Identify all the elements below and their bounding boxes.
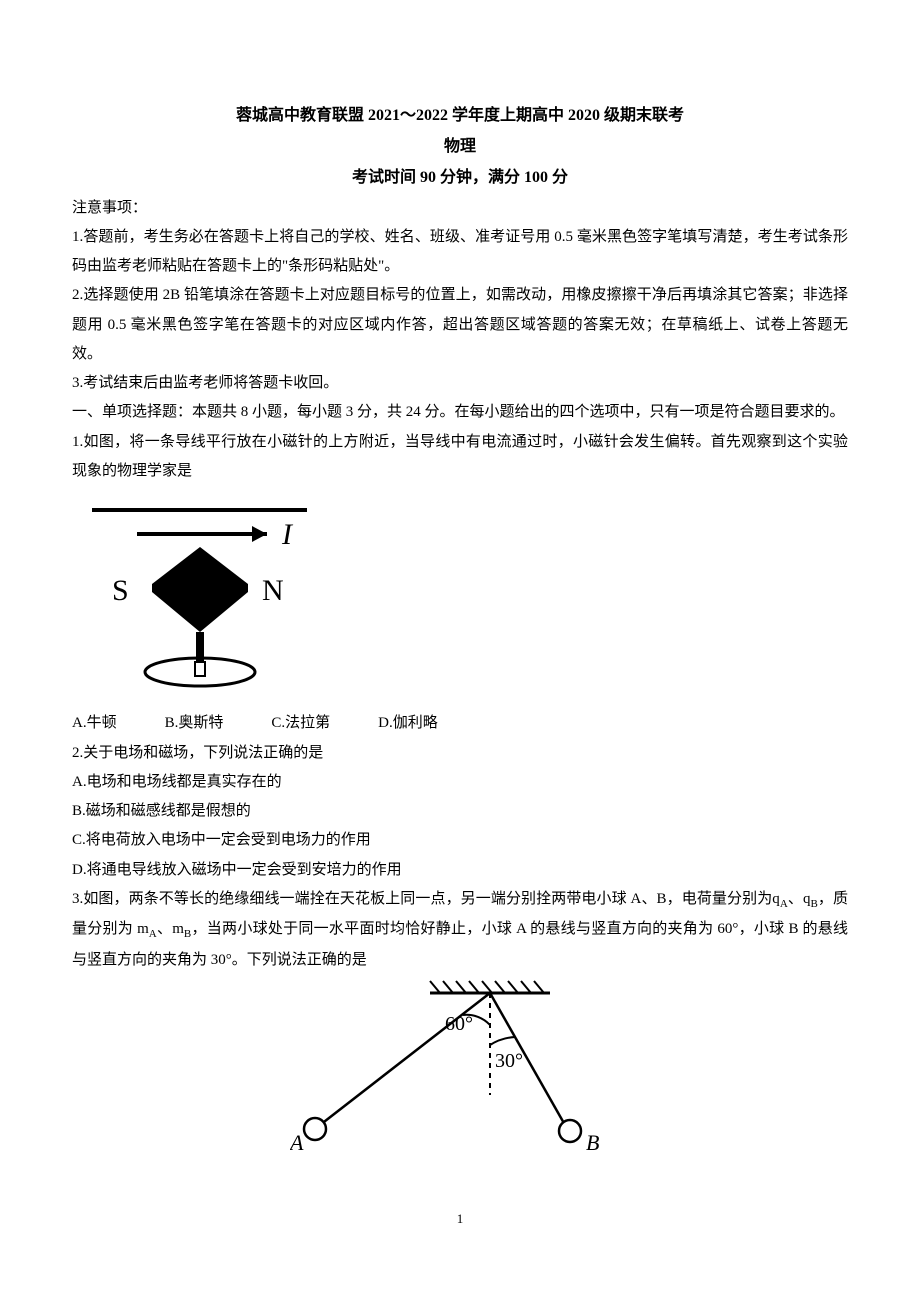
q3-p2: 、q — [788, 891, 811, 907]
q1-opt-a: A.牛顿 — [72, 709, 117, 738]
q1-figure: I S N — [82, 492, 848, 703]
section-1-heading: 一、单项选择题：本题共 8 小题，每小题 3 分，共 24 分。在每小题给出的四… — [72, 398, 848, 427]
south-label: S — [112, 574, 129, 607]
exam-page: 蓉城高中教育联盟 2021～2022 学年度上期高中 2020 级期末联考 物理… — [0, 0, 920, 1272]
q3-stem: 3.如图，两条不等长的绝缘细线一端拴在天花板上同一点，另一端分别拴两带电小球 A… — [72, 885, 848, 975]
q1-options: A.牛顿 B.奥斯特 C.法拉第 D.伽利略 — [72, 709, 848, 738]
angle-30: 30° — [495, 1050, 523, 1072]
q3-figure-wrap: 60° 30° A B — [72, 975, 848, 1166]
ball-b-label: B — [586, 1130, 599, 1155]
exam-title: 蓉城高中教育联盟 2021～2022 学年度上期高中 2020 级期末联考 — [72, 100, 848, 131]
q2-opt-c: C.将电荷放入电场中一定会受到电场力的作用 — [72, 826, 848, 855]
q3-sub-b: B — [810, 898, 817, 910]
q2-stem: 2.关于电场和磁场，下列说法正确的是 — [72, 739, 848, 768]
q2-opt-b: B.磁场和磁感线都是假想的 — [72, 797, 848, 826]
q3-p4: 、m — [157, 921, 184, 937]
notice-3: 3.考试结束后由监考老师将答题卡收回。 — [72, 369, 848, 398]
q1-opt-d: D.伽利略 — [378, 709, 438, 738]
q1-stem: 1.如图，将一条导线平行放在小磁针的上方附近，当导线中有电流通过时，小磁针会发生… — [72, 428, 848, 487]
ball-a-label: A — [290, 1130, 304, 1155]
compass-wire-diagram: I S N — [82, 492, 312, 692]
notice-heading: 注意事项： — [72, 194, 848, 223]
notice-1: 1.答题前，考生务必在答题卡上将自己的学校、姓名、班级、准考证号用 0.5 毫米… — [72, 223, 848, 282]
pendulum-diagram: 60° 30° A B — [290, 975, 630, 1155]
q2-opt-a: A.电场和电场线都是真实存在的 — [72, 768, 848, 797]
angle-60: 60° — [445, 1013, 473, 1035]
q3-p1: 3.如图，两条不等长的绝缘细线一端拴在天花板上同一点，另一端分别拴两带电小球 A… — [72, 891, 780, 907]
q2-opt-d: D.将通电导线放入磁场中一定会受到安培力的作用 — [72, 856, 848, 885]
page-number: 1 — [72, 1206, 848, 1231]
q1-opt-c: C.法拉第 — [271, 709, 330, 738]
north-label: N — [262, 574, 284, 607]
exam-time-score: 考试时间 90 分钟，满分 100 分 — [72, 162, 848, 193]
current-label: I — [281, 518, 294, 551]
q3-sub-a2: A — [149, 928, 157, 940]
notice-2: 2.选择题使用 2B 铅笔填涂在答题卡上对应题目标号的位置上，如需改动，用橡皮擦… — [72, 281, 848, 369]
q3-sub-a: A — [780, 898, 788, 910]
exam-subject: 物理 — [72, 131, 848, 162]
q1-opt-b: B.奥斯特 — [165, 709, 224, 738]
